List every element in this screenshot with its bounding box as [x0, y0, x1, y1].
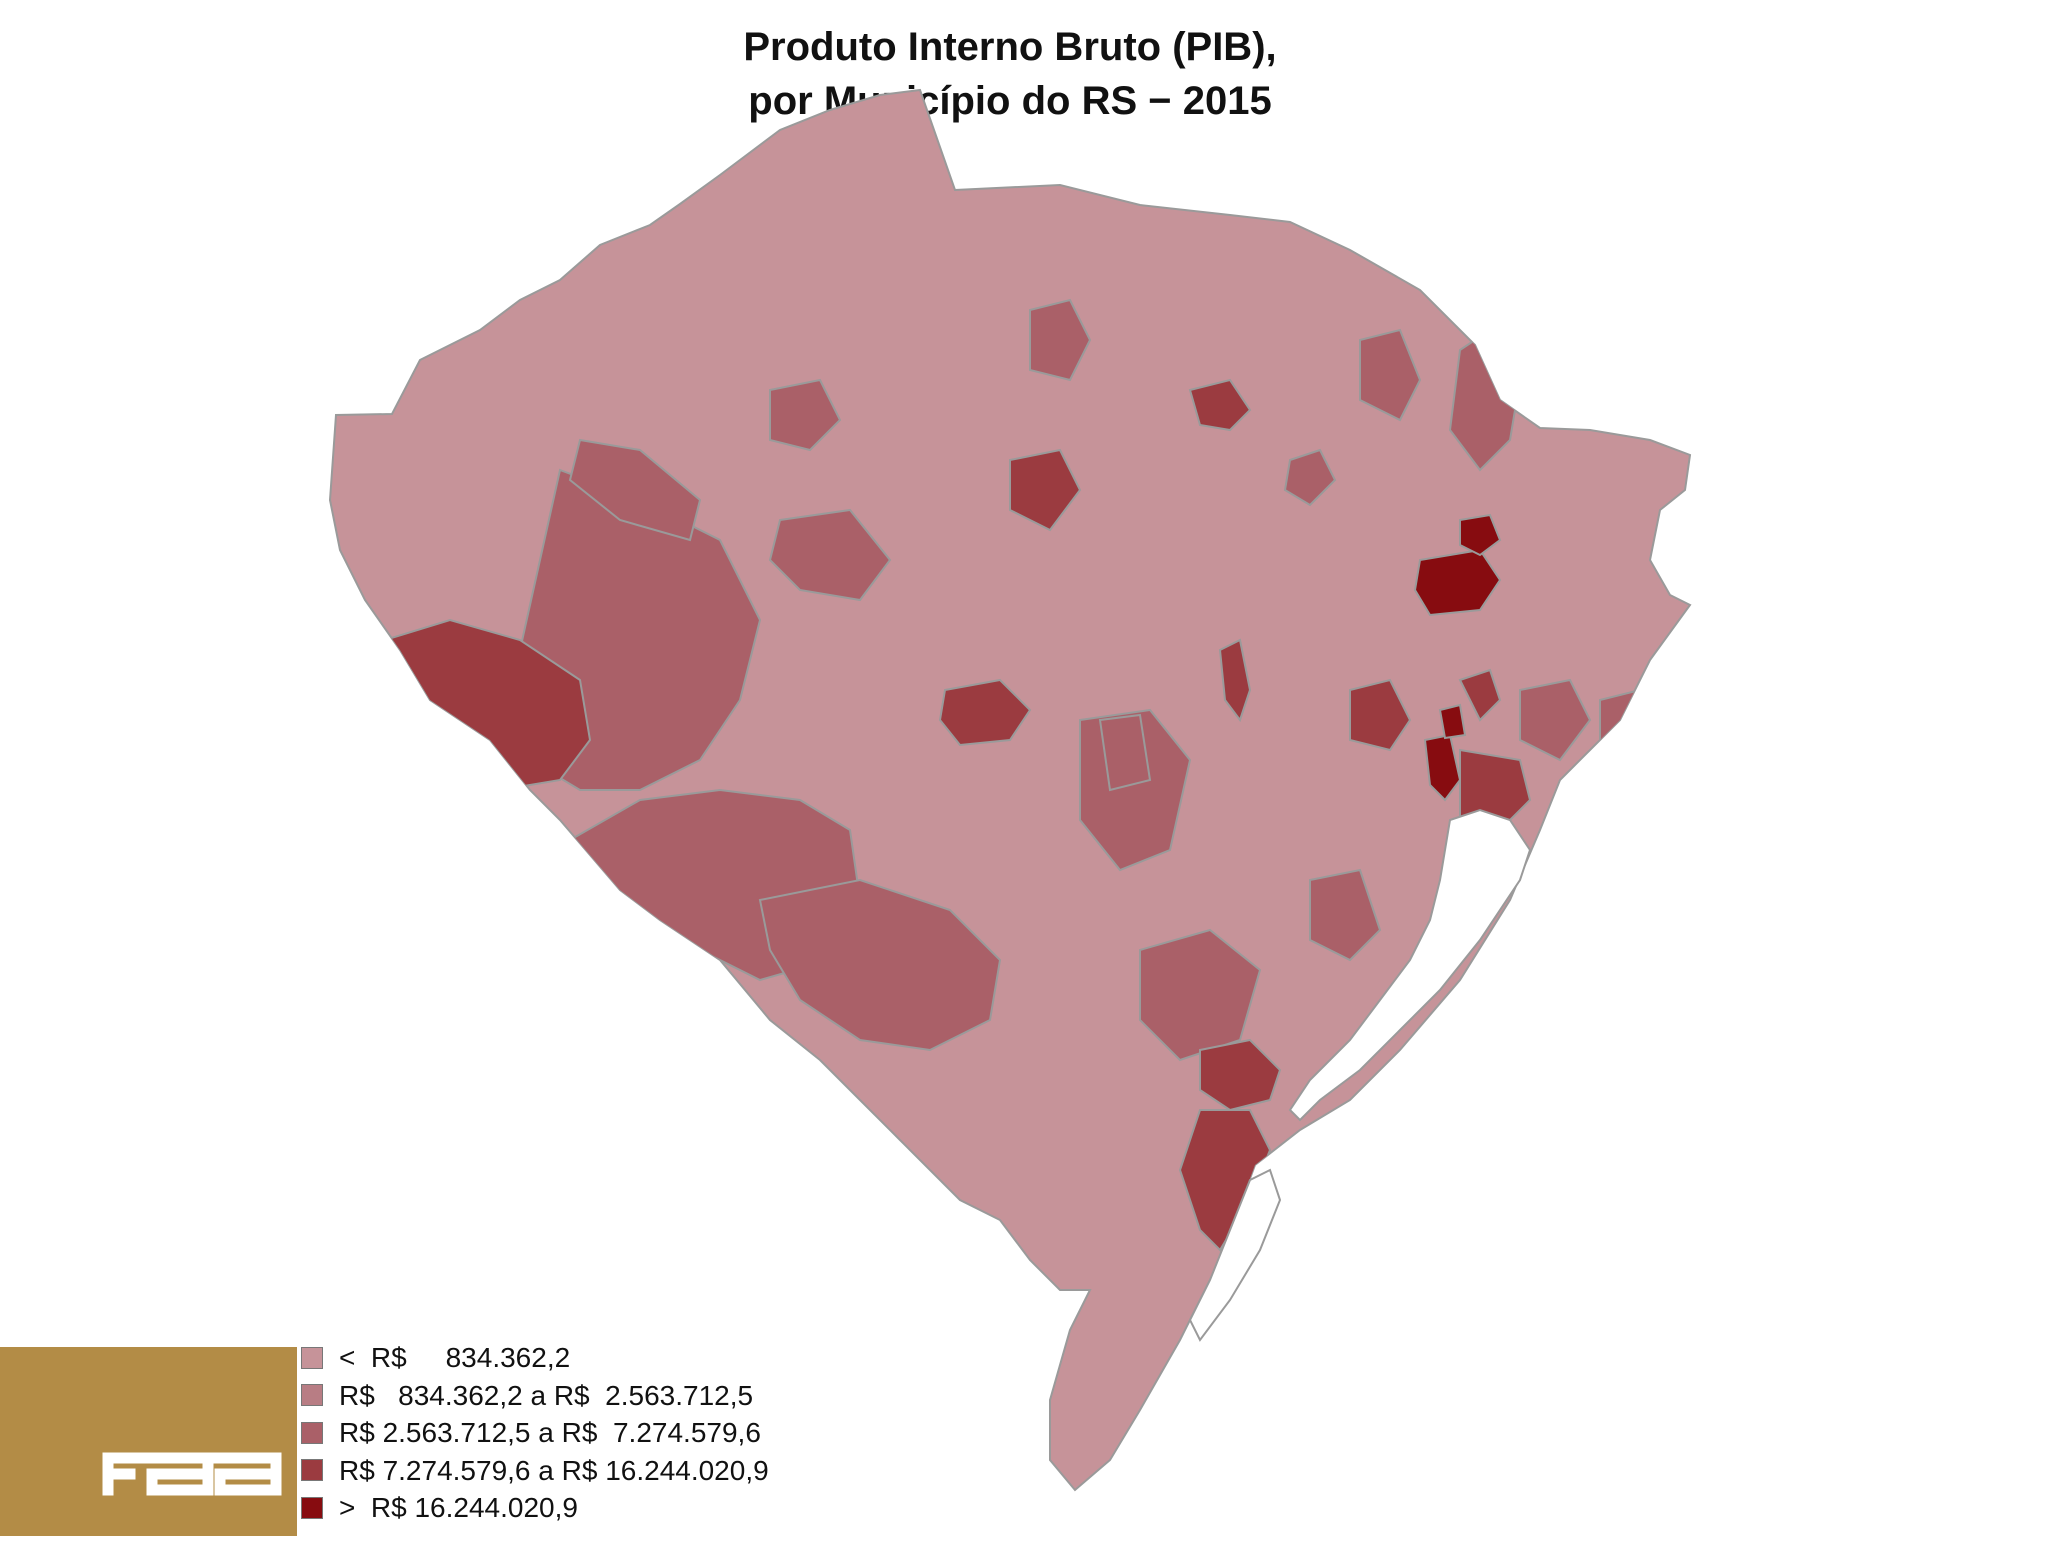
fee-logo [0, 1347, 297, 1536]
map-legend: < R$ 834.362,2 R$ 834.362,2 a R$ 2.563.7… [301, 1339, 769, 1527]
region-class-3-east-a [1519, 678, 1592, 762]
legend-item-2: R$ 834.362,2 a R$ 2.563.712,5 [301, 1377, 769, 1415]
region-class-3-coast-south [1309, 868, 1382, 962]
region-class-3-north-b [769, 378, 842, 452]
region-class-3-southeast [1139, 928, 1262, 1062]
region-class-5-bento-goncalves [1459, 513, 1502, 557]
legend-label-1: < R$ 834.362,2 [339, 1342, 571, 1373]
region-class-3-north-a [1029, 298, 1092, 382]
region-class-4-passo-fundo [1188, 378, 1252, 432]
legend-item-3: R$ 2.563.712,5 a R$ 7.274.579,6 [301, 1414, 769, 1452]
fee-logo-icon [102, 1452, 282, 1496]
legend-swatch-2 [301, 1384, 323, 1407]
region-class-4-lajeado [1349, 678, 1412, 752]
region-class-4-sinos [1458, 668, 1502, 722]
legend-swatch-4 [301, 1459, 323, 1482]
region-class-3-northeast-a [1359, 328, 1422, 422]
region-class-5-canoas [1438, 703, 1467, 740]
region-class-3-south [758, 878, 1002, 1052]
region-class-3-highlands [1283, 448, 1337, 507]
region-class-4-santa-cruz [1218, 638, 1252, 723]
legend-item-5: > R$ 16.244.020,9 [301, 1489, 769, 1527]
legend-label-2: R$ 834.362,2 a R$ 2.563.712,5 [339, 1379, 754, 1411]
region-class-4-pelotas [1199, 1038, 1282, 1112]
legend-swatch-1 [301, 1346, 323, 1369]
map-title: Produto Interno Bruto (PIB), por Municíp… [0, 20, 2020, 128]
legend-item-4: R$ 7.274.579,6 a R$ 16.244.020,9 [301, 1452, 769, 1490]
lagoa-mirim [1188, 1168, 1282, 1342]
legend-label-4: R$ 7.274.579,6 a R$ 16.244.020,9 [339, 1454, 769, 1486]
legend-swatch-5 [301, 1496, 323, 1519]
region-class-3-central-west [768, 508, 892, 602]
region-class-4-north-central [1009, 448, 1082, 532]
legend-swatch-3 [301, 1421, 323, 1444]
legend-item-1: < R$ 834.362,2 [301, 1339, 769, 1377]
region-class-3-northwest [568, 438, 702, 542]
map-title-line-1: Produto Interno Bruto (PIB), [743, 25, 1277, 69]
legend-label-5: > R$ 16.244.020,9 [339, 1492, 578, 1523]
region-class-3-lower-west [1098, 713, 1152, 792]
region-class-4-santa-maria [938, 678, 1032, 747]
lagoa-dos-patos [1288, 808, 1532, 1122]
rio-grande-do-sul-state [328, 88, 1692, 1492]
legend-label-3: R$ 2.563.712,5 a R$ 7.274.579,6 [339, 1417, 761, 1448]
